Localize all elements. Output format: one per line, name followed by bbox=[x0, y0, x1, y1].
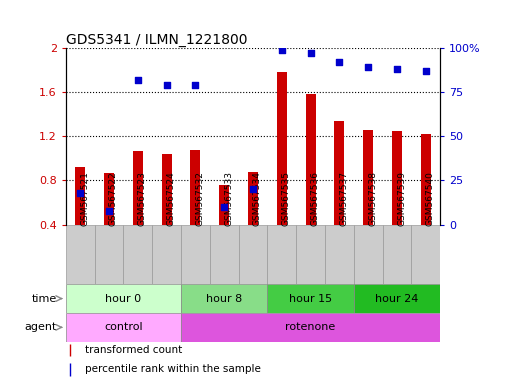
Point bbox=[133, 77, 141, 83]
FancyBboxPatch shape bbox=[295, 225, 324, 284]
Point bbox=[191, 82, 199, 88]
Bar bbox=[75, 167, 85, 225]
Text: control: control bbox=[104, 322, 142, 333]
Point bbox=[162, 82, 170, 88]
Text: hour 0: hour 0 bbox=[105, 293, 141, 304]
Text: rotenone: rotenone bbox=[285, 322, 335, 333]
Bar bbox=[104, 173, 114, 225]
Point bbox=[105, 207, 113, 214]
Point bbox=[248, 186, 257, 192]
Text: transformed count: transformed count bbox=[84, 345, 181, 355]
Text: GSM567524: GSM567524 bbox=[166, 172, 175, 227]
Bar bbox=[276, 72, 286, 225]
Point bbox=[335, 59, 343, 65]
Text: GDS5341 / ILMN_1221800: GDS5341 / ILMN_1221800 bbox=[66, 33, 247, 47]
Bar bbox=[391, 131, 401, 225]
Bar bbox=[219, 185, 229, 225]
FancyBboxPatch shape bbox=[324, 225, 353, 284]
Text: GSM567535: GSM567535 bbox=[281, 171, 290, 227]
FancyBboxPatch shape bbox=[123, 225, 152, 284]
Text: time: time bbox=[32, 293, 57, 304]
FancyBboxPatch shape bbox=[66, 313, 181, 342]
Point bbox=[364, 65, 372, 71]
FancyBboxPatch shape bbox=[411, 225, 439, 284]
Text: GSM567523: GSM567523 bbox=[137, 172, 146, 227]
Bar bbox=[247, 172, 258, 225]
Text: GSM567538: GSM567538 bbox=[368, 171, 376, 227]
Text: GSM567539: GSM567539 bbox=[396, 171, 405, 227]
FancyBboxPatch shape bbox=[152, 225, 181, 284]
Text: GSM567536: GSM567536 bbox=[310, 171, 319, 227]
Bar bbox=[69, 363, 70, 376]
Text: GSM567534: GSM567534 bbox=[252, 172, 262, 227]
Point bbox=[392, 66, 400, 72]
FancyBboxPatch shape bbox=[210, 225, 238, 284]
Point bbox=[277, 47, 285, 53]
Bar bbox=[305, 94, 315, 225]
Bar bbox=[69, 344, 70, 356]
Text: agent: agent bbox=[25, 322, 57, 333]
FancyBboxPatch shape bbox=[382, 225, 411, 284]
Text: GSM567532: GSM567532 bbox=[195, 172, 204, 227]
Text: GSM567540: GSM567540 bbox=[425, 172, 434, 227]
FancyBboxPatch shape bbox=[181, 284, 267, 313]
Bar bbox=[132, 151, 142, 225]
FancyBboxPatch shape bbox=[94, 225, 123, 284]
FancyBboxPatch shape bbox=[66, 284, 181, 313]
FancyBboxPatch shape bbox=[267, 225, 295, 284]
Point bbox=[76, 190, 84, 196]
Bar bbox=[420, 134, 430, 225]
Text: GSM567521: GSM567521 bbox=[80, 172, 89, 227]
Text: GSM567537: GSM567537 bbox=[339, 171, 348, 227]
Text: GSM567522: GSM567522 bbox=[109, 172, 118, 227]
Bar bbox=[363, 130, 373, 225]
FancyBboxPatch shape bbox=[353, 284, 439, 313]
Text: GSM567533: GSM567533 bbox=[224, 171, 233, 227]
Text: hour 24: hour 24 bbox=[375, 293, 418, 304]
Bar bbox=[334, 121, 344, 225]
Text: hour 8: hour 8 bbox=[206, 293, 242, 304]
Text: percentile rank within the sample: percentile rank within the sample bbox=[84, 364, 260, 374]
Point bbox=[421, 68, 429, 74]
Bar bbox=[161, 154, 171, 225]
FancyBboxPatch shape bbox=[181, 225, 210, 284]
FancyBboxPatch shape bbox=[238, 225, 267, 284]
FancyBboxPatch shape bbox=[267, 284, 353, 313]
Text: hour 15: hour 15 bbox=[288, 293, 331, 304]
FancyBboxPatch shape bbox=[353, 225, 382, 284]
FancyBboxPatch shape bbox=[66, 225, 94, 284]
Point bbox=[220, 204, 228, 210]
Bar bbox=[190, 149, 200, 225]
FancyBboxPatch shape bbox=[181, 313, 439, 342]
Point bbox=[306, 50, 314, 56]
